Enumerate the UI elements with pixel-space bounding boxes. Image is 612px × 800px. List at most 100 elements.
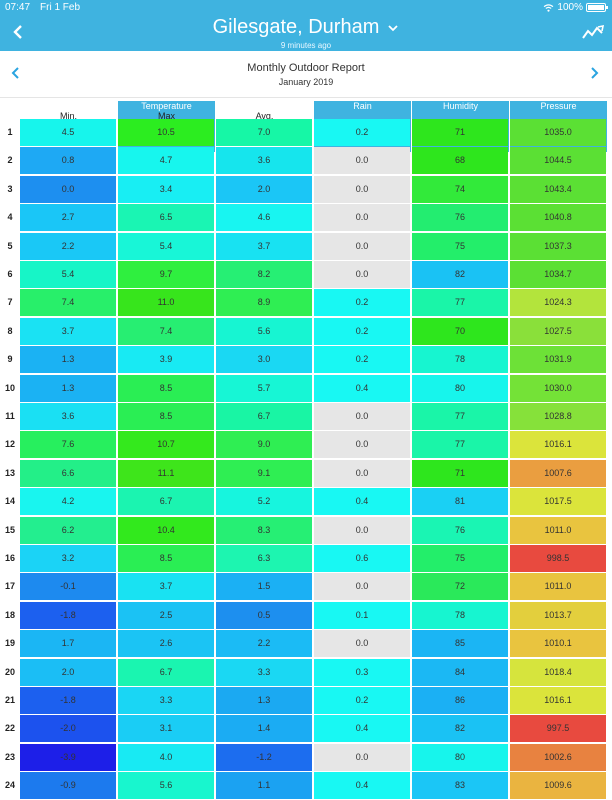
max-cell: 8.5 <box>118 374 214 402</box>
pressure-cell: 1044.5 <box>510 147 606 175</box>
day-number: 19 <box>4 638 15 649</box>
avg-cell: 8.3 <box>216 516 312 544</box>
rain-cell: 0.4 <box>314 488 410 516</box>
min-cell: 7.4 <box>20 289 116 317</box>
day-number: 7 <box>7 297 13 308</box>
table-row: 19 1.7 2.6 2.2 0.0 85 1010.1 <box>0 630 612 658</box>
rain-cell: 0.6 <box>314 545 410 572</box>
status-time: 07:47 <box>5 2 31 13</box>
humidity-cell: 70 <box>412 317 508 345</box>
rain-cell: 0.0 <box>314 403 410 430</box>
rain-cell: 0.2 <box>314 289 410 317</box>
day-number: 20 <box>4 666 15 677</box>
avg-cell: 3.0 <box>216 346 312 374</box>
humidity-cell: 75 <box>412 545 508 572</box>
humidity-cell: 71 <box>412 119 508 146</box>
rain-cell: 0.2 <box>314 346 410 374</box>
chevron-down-icon[interactable] <box>387 23 399 33</box>
pressure-cell: 1030.0 <box>510 374 606 402</box>
day-number: 13 <box>4 467 15 478</box>
max-cell: 2.6 <box>118 630 214 658</box>
rain-cell: 0.0 <box>314 261 410 288</box>
pressure-cell: 997.5 <box>510 715 606 743</box>
avg-cell: 5.2 <box>216 488 312 516</box>
pressure-cell: 1016.1 <box>510 687 606 714</box>
pressure-cell: 1034.7 <box>510 261 606 288</box>
table-row: 20 2.0 6.7 3.3 0.3 84 1018.4 <box>0 658 612 686</box>
max-cell: 3.4 <box>118 175 214 203</box>
pressure-cell: 1007.6 <box>510 459 606 487</box>
avg-cell: 3.7 <box>216 232 312 260</box>
back-chevron-icon[interactable] <box>10 22 26 42</box>
table-row: 7 7.4 11.0 8.9 0.2 77 1024.3 <box>0 289 612 317</box>
min-cell: 3.7 <box>20 317 116 345</box>
day-number: 9 <box>7 354 13 365</box>
battery-percent: 100% <box>557 2 583 13</box>
min-cell: -0.1 <box>20 573 116 601</box>
table-row: 22 -2.0 3.1 1.4 0.4 82 997.5 <box>0 715 612 743</box>
humidity-cell: 77 <box>412 431 508 459</box>
table-row: 13 6.6 11.1 9.1 0.0 71 1007.6 <box>0 459 612 487</box>
table-row: 10 1.3 8.5 5.7 0.4 80 1030.0 <box>0 374 612 402</box>
min-cell: 5.4 <box>20 261 116 288</box>
max-cell: 3.9 <box>118 346 214 374</box>
day-number: 17 <box>4 581 15 592</box>
pressure-cell: 1009.6 <box>510 772 606 800</box>
column-headers: Min. Temperature Max Avg. Rain Humidity … <box>0 97 612 152</box>
day-number: 21 <box>4 695 15 705</box>
table-row: 24 -0.9 5.6 1.1 0.4 83 1009.6 <box>0 772 612 800</box>
pressure-cell: 1031.9 <box>510 346 606 374</box>
avg-cell: 4.6 <box>216 204 312 232</box>
report-period: January 2019 <box>278 77 334 87</box>
pressure-cell: 1010.1 <box>510 630 606 658</box>
min-cell: -1.8 <box>20 601 116 629</box>
pressure-cell: 1016.1 <box>510 431 606 459</box>
avg-cell: 3.3 <box>216 658 312 686</box>
max-cell: 4.0 <box>118 743 214 771</box>
rain-cell: 0.0 <box>314 573 410 601</box>
day-number: 10 <box>4 382 15 393</box>
avg-cell: 2.2 <box>216 630 312 658</box>
next-month-icon[interactable] <box>588 65 600 81</box>
pressure-cell: 1040.8 <box>510 204 606 232</box>
humidity-cell: 78 <box>412 601 508 629</box>
day-number: 11 <box>5 411 15 421</box>
min-cell: 4.2 <box>20 488 116 516</box>
max-cell: 6.5 <box>118 204 214 232</box>
day-number: 24 <box>4 780 15 791</box>
day-number: 2 <box>7 155 13 166</box>
report-title: Monthly Outdoor Report <box>247 62 365 74</box>
max-cell: 6.7 <box>118 658 214 686</box>
report-header: Monthly Outdoor Report January 2019 <box>0 51 612 96</box>
avg-cell: 8.9 <box>216 289 312 317</box>
pressure-cell: 1013.7 <box>510 601 606 629</box>
max-cell: 6.7 <box>118 488 214 516</box>
location-title[interactable]: Gilesgate, Durham <box>0 16 612 39</box>
avg-cell: 1.3 <box>216 687 312 714</box>
rain-cell: 0.4 <box>314 772 410 800</box>
avg-cell: 1.4 <box>216 715 312 743</box>
header-max: Max <box>157 111 175 121</box>
humidity-cell: 82 <box>412 715 508 743</box>
trend-chart-icon[interactable] <box>582 24 604 40</box>
humidity-cell: 76 <box>412 516 508 544</box>
table-row: 3 0.0 3.4 2.0 0.0 74 1043.4 <box>0 175 612 203</box>
min-cell: -0.9 <box>20 772 116 800</box>
previous-month-icon[interactable] <box>10 65 22 81</box>
pressure-cell: 1028.8 <box>510 403 606 430</box>
day-number: 18 <box>4 609 15 620</box>
app-header: 07:47 Fri 1 Feb 100% Gilesgate, Durham 9… <box>0 0 612 51</box>
min-cell: 0.8 <box>20 147 116 175</box>
min-cell: 6.6 <box>20 459 116 487</box>
rain-cell: 0.2 <box>314 687 410 714</box>
humidity-cell: 80 <box>412 743 508 771</box>
table-row: 12 7.6 10.7 9.0 0.0 77 1016.1 <box>0 431 612 459</box>
max-cell: 11.0 <box>118 289 214 317</box>
table-row: 16 3.2 8.5 6.3 0.6 75 998.5 <box>0 545 612 572</box>
min-cell: 7.6 <box>20 431 116 459</box>
pressure-cell: 1035.0 <box>510 119 606 146</box>
max-cell: 10.5 <box>118 119 214 146</box>
avg-cell: 0.5 <box>216 601 312 629</box>
table-row: 15 6.2 10.4 8.3 0.0 76 1011.0 <box>0 516 612 544</box>
min-cell: 1.7 <box>20 630 116 658</box>
